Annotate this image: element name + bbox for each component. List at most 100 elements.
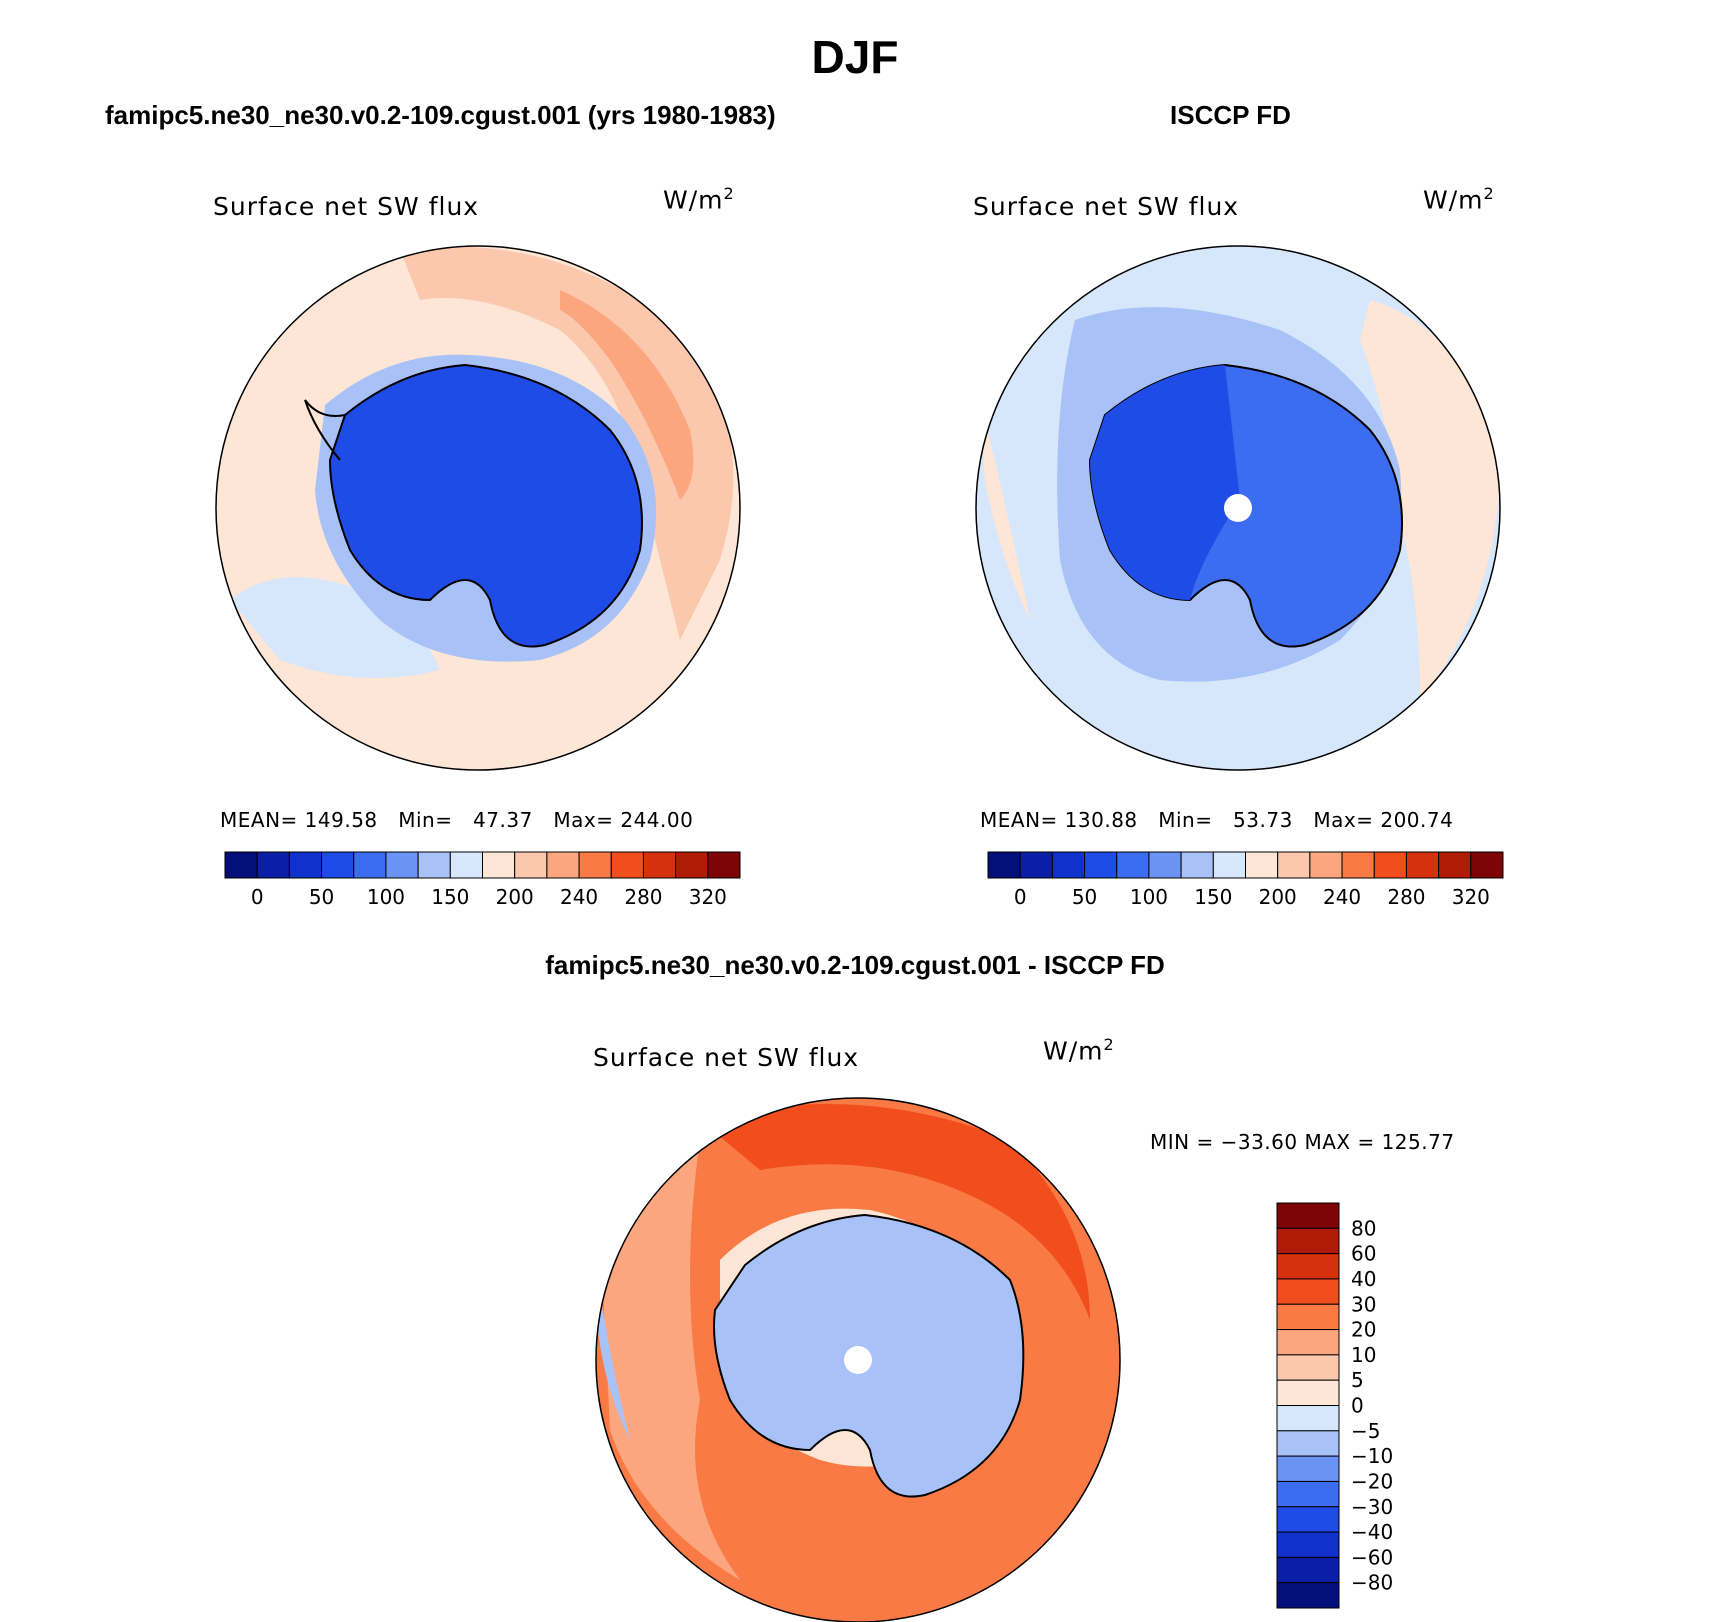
diff-colorbar-swatch (1276, 1455, 1340, 1482)
diff-colorbar-tick-label: −40 (1351, 1520, 1393, 1544)
obs-colorbar-swatch (1277, 851, 1311, 879)
model-colorbar-swatch (675, 851, 709, 879)
model-peninsula (304, 399, 346, 461)
diff-colorbar-swatch (1276, 1303, 1340, 1331)
obs-colorbar-swatch (1019, 851, 1053, 879)
model-colorbar-swatch (707, 851, 741, 879)
diff-colorbar-tick-label: 20 (1351, 1318, 1376, 1342)
diff-colorbar-swatch (1276, 1582, 1340, 1609)
model-colorbar-tick-label: 50 (309, 885, 334, 909)
model-colorbar-swatch (546, 851, 580, 879)
obs-colorbar-swatch (1051, 851, 1086, 879)
diff-colorbar-tick-label: 5 (1351, 1368, 1364, 1392)
model-warm-ring (400, 246, 734, 640)
main-title: DJF (811, 31, 899, 83)
obs-colorbar-swatch (1084, 851, 1118, 879)
diff-colorbar-tick-label: −20 (1351, 1469, 1393, 1493)
model-colorbar-swatch (514, 851, 548, 879)
diff-map-frame (595, 1097, 1121, 1622)
model-panel-header: famipc5.ne30_ne30.v0.2-109.cgust.001 (yr… (105, 100, 776, 130)
model-map-frame (215, 245, 741, 771)
model-colorbar-swatch (449, 851, 483, 879)
obs-warm-west (980, 400, 1030, 620)
diff-colorbar-swatch (1276, 1531, 1340, 1558)
diff-colorbar-tick-label: 80 (1351, 1216, 1376, 1240)
diff-variable-title: Surface net SW flux (593, 1043, 860, 1072)
diff-colorbar-swatch (1276, 1430, 1340, 1457)
diff-weak-west (600, 1140, 740, 1580)
model-colorbar-tick-label: 200 (496, 885, 534, 909)
diff-strong-north (700, 1104, 1090, 1320)
model-map (216, 246, 740, 770)
model-antarctica (328, 363, 643, 648)
diff-colorbar-swatch (1276, 1329, 1340, 1356)
diff-colorbar-tick-label: −60 (1351, 1545, 1393, 1569)
model-colorbar-swatch (417, 851, 451, 879)
diff-cool-west-edge (598, 1280, 630, 1440)
diff-colorbar-swatch (1276, 1480, 1340, 1508)
diff-colorbar-swatch (1276, 1556, 1340, 1584)
model-colorbar: 0 50 100 150 200 240 280 320 (224, 851, 741, 909)
obs-map (976, 246, 1500, 770)
obs-stats: MEAN= 130.88 Min= 53.73 Max= 200.74 (980, 808, 1454, 832)
obs-map-frame (975, 245, 1501, 771)
diff-colorbar-swatch (1276, 1506, 1340, 1533)
obs-colorbar-tick-label: 50 (1072, 885, 1097, 909)
model-colorbar-tick-label: 280 (624, 885, 662, 909)
model-colorbar-tick-label: 0 (251, 885, 264, 909)
obs-colorbar-swatch (1405, 851, 1440, 879)
obs-colorbar-tick-label: 0 (1014, 885, 1027, 909)
obs-colorbar-swatch (1245, 851, 1279, 879)
obs-colorbar-tick-label: 100 (1130, 885, 1168, 909)
obs-colorbar-tick-label: 150 (1194, 885, 1232, 909)
diff-colorbar-swatch (1276, 1227, 1340, 1255)
diff-colorbar-swatch (1276, 1278, 1340, 1305)
obs-antarctica-west (1090, 365, 1240, 600)
obs-colorbar-swatch (1470, 851, 1504, 879)
model-colorbar-swatch (610, 851, 644, 879)
diff-minmax: MIN = −33.60 MAX = 125.77 (1150, 1130, 1455, 1154)
model-colorbar-swatch (256, 851, 290, 879)
diff-colorbar-tick-label: 0 (1351, 1394, 1364, 1418)
obs-units: W/m2 (1423, 184, 1495, 215)
obs-warm-east (1360, 300, 1500, 700)
diff-colorbar-swatch (1276, 1253, 1340, 1280)
diff-map (596, 1098, 1120, 1622)
model-colorbar-swatch (482, 851, 516, 879)
diff-colorbar-swatch (1276, 1379, 1340, 1406)
diff-colorbar-swatch (1276, 1202, 1340, 1229)
diff-units: W/m2 (1043, 1035, 1115, 1066)
model-colorbar-swatch (578, 851, 612, 879)
obs-colorbar-tick-label: 320 (1452, 885, 1490, 909)
obs-colorbar-swatch (1373, 851, 1407, 879)
diff-colorbar-tick-label: 40 (1351, 1267, 1376, 1291)
obs-colorbar-tick-label: 280 (1387, 885, 1425, 909)
obs-colorbar-tick-label: 200 (1259, 885, 1297, 909)
model-colorbar-tick-label: 240 (560, 885, 598, 909)
model-stats: MEAN= 149.58 Min= 47.37 Max= 244.00 (220, 808, 694, 832)
diff-colorbar-swatch (1276, 1354, 1340, 1381)
diff-colorbar-tick-label: 10 (1351, 1343, 1376, 1367)
obs-colorbar-tick-label: 240 (1323, 885, 1361, 909)
diff-colorbar-tick-label: −30 (1351, 1495, 1393, 1519)
model-colorbar-swatch (353, 851, 387, 879)
diff-colorbar-tick-label: −5 (1351, 1419, 1380, 1443)
obs-colorbar-swatch (1116, 851, 1150, 879)
diff-colorbar-tick-label: −10 (1351, 1444, 1393, 1468)
diff-colorbar-swatch (1276, 1405, 1340, 1432)
model-colorbar-tick-label: 320 (689, 885, 727, 909)
obs-colorbar-swatch (1148, 851, 1182, 879)
model-colorbar-swatch (642, 851, 677, 879)
obs-colorbar-swatch (1341, 851, 1375, 879)
model-units: W/m2 (663, 184, 735, 215)
model-colorbar-swatch (321, 851, 355, 879)
obs-colorbar-swatch (987, 851, 1021, 879)
model-variable-title: Surface net SW flux (213, 192, 480, 221)
diff-colorbar-tick-label: −80 (1351, 1571, 1393, 1595)
obs-colorbar-swatch (1180, 851, 1214, 879)
diff-panel-header: famipc5.ne30_ne30.v0.2-109.cgust.001 - I… (545, 950, 1165, 980)
obs-colorbar-swatch (1212, 851, 1246, 879)
model-colorbar-swatch (288, 851, 323, 879)
